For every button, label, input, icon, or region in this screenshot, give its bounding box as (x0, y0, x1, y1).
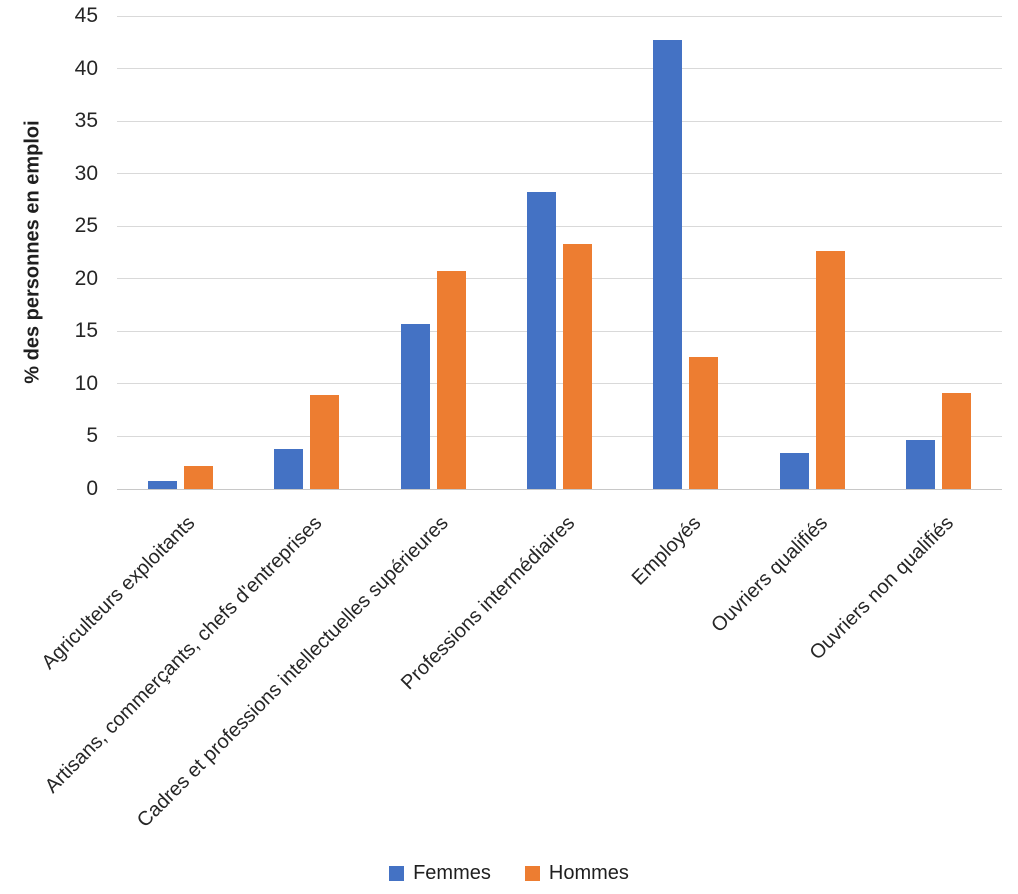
x-category-label: Employés (627, 512, 706, 590)
gridline (117, 435, 1002, 437)
bar-hommes-2 (436, 271, 466, 489)
y-tick-label: 40 (74, 56, 98, 80)
bar-femmes-6 (906, 440, 936, 489)
legend-swatch-hommes (524, 865, 540, 881)
gridline (117, 330, 1002, 332)
gridline (117, 15, 1002, 17)
legend: Femmes Hommes (0, 858, 1018, 888)
y-tick-label: 35 (74, 109, 98, 133)
bar-hommes-1 (310, 395, 340, 489)
bar-hommes-3 (563, 244, 592, 489)
y-tick-label: 0 (86, 477, 98, 500)
y-tick-label: 5 (86, 424, 98, 448)
legend-label-hommes: Hommes (548, 861, 629, 884)
bar-hommes-5 (815, 251, 845, 489)
y-tick-label: 20 (74, 266, 98, 290)
y-tick-label: 10 (74, 371, 98, 395)
gridline (117, 68, 1002, 70)
legend-swatch-femmes (389, 865, 405, 881)
bar-femmes-1 (274, 449, 304, 489)
bar-femmes-2 (400, 324, 430, 489)
y-tick-label: 25 (74, 214, 98, 238)
y-tick-label: 15 (74, 319, 98, 343)
bar-hommes-0 (183, 466, 213, 489)
bar-hommes-6 (942, 393, 972, 489)
y-tick-label: 45 (74, 4, 98, 27)
x-category-label: Ouvriers qualifiés (707, 512, 832, 637)
plot-area: Agriculteurs exploitants Artisans, commer… (38, 15, 1002, 832)
gridline (117, 225, 1002, 227)
bar-femmes-3 (527, 192, 556, 489)
y-tick-label: 30 (74, 161, 98, 185)
x-axis-line (117, 488, 1002, 490)
legend-item-hommes: Hommes (524, 861, 629, 885)
bar-femmes-4 (653, 40, 683, 489)
gridline (117, 278, 1002, 280)
x-category-label: Artisans, commerçants, chefs d'entrepris… (40, 512, 327, 798)
gridline (117, 120, 1002, 122)
bar-femmes-5 (779, 453, 809, 489)
legend-item-femmes: Femmes (389, 862, 491, 885)
legend-label-femmes: Femmes (413, 861, 491, 884)
bar-femmes-0 (147, 481, 177, 489)
bar-hommes-4 (689, 357, 719, 489)
gridline (117, 383, 1002, 385)
x-category-label: Ouvriers non qualifiés (806, 512, 959, 665)
gridline (117, 173, 1002, 175)
